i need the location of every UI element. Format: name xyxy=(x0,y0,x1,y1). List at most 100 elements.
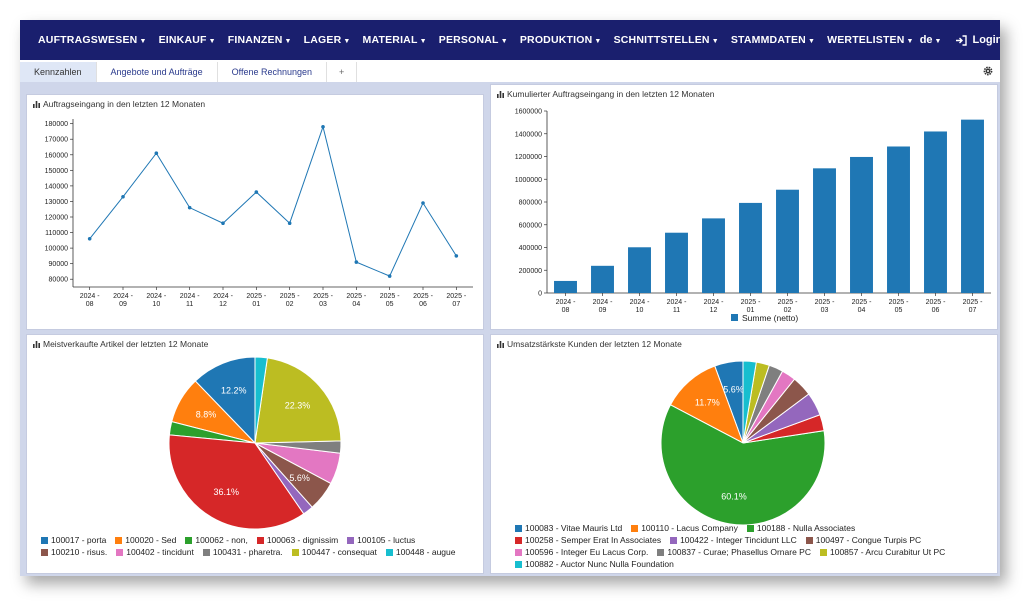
x-tick-label: 2025 - xyxy=(926,299,947,306)
legend-label: 100422 - Integer Tincidunt LLC xyxy=(680,535,797,545)
legend-label: 100020 - Sed xyxy=(125,535,177,545)
bar xyxy=(813,168,836,293)
data-point xyxy=(287,221,292,226)
x-tick-label: 02 xyxy=(784,307,792,314)
x-tick-label: 2025 - xyxy=(741,299,762,306)
tab-angebote[interactable]: Angebote und Aufträge xyxy=(97,62,218,82)
x-tick-label: 04 xyxy=(858,307,866,314)
caret-down-icon: ▼ xyxy=(419,38,427,45)
slice-label: 11.7% xyxy=(695,397,720,407)
slice-label: 8.8% xyxy=(196,409,217,419)
legend-item: 100017 - porta xyxy=(41,535,106,546)
legend-label: 100105 - luctus xyxy=(357,535,416,545)
legend-item: 100837 - Curae; Phasellus Ornare PC xyxy=(657,547,811,558)
bar xyxy=(554,280,577,293)
legend-swatch xyxy=(731,314,738,321)
pie-chart-artikel: 12.2% 8.8% 36.1% 5.6% 22.3% xyxy=(168,356,342,530)
slice-label: 22.3% xyxy=(285,400,311,410)
legend-item: 100258 - Semper Erat In Associates xyxy=(515,535,661,546)
login-icon xyxy=(956,34,968,46)
menu-wertelisten[interactable]: WERTELISTEN ▼ xyxy=(821,34,920,46)
menu-auftragswesen[interactable]: AUFTRAGSWESEN ▼ xyxy=(32,34,153,46)
add-tab-button[interactable]: + xyxy=(327,62,358,82)
legend-item: 100020 - Sed xyxy=(115,535,176,546)
data-point xyxy=(454,254,459,258)
menu-label: PRODUKTION xyxy=(519,34,593,46)
x-tick-label: 2025 - xyxy=(852,299,873,306)
legend-swatch xyxy=(670,537,678,544)
caret-down-icon: ▼ xyxy=(208,38,216,45)
x-tick-label: 2025 - xyxy=(313,293,334,300)
y-tick-label: 90000 xyxy=(49,261,69,268)
bar xyxy=(961,119,984,293)
menu-einkauf[interactable]: EINKAUF ▼ xyxy=(153,34,222,46)
x-tick-label: 01 xyxy=(747,307,755,314)
legend-label: 100402 - tincidunt xyxy=(126,547,194,557)
x-tick-label: 06 xyxy=(932,307,940,314)
legend-item: 100422 - Integer Tincidunt LLC xyxy=(670,535,797,546)
legend-swatch xyxy=(819,549,827,556)
panel-title: Umsatzstärkste Kunden der letzten 12 Mon… xyxy=(497,339,682,349)
legend-swatch xyxy=(805,537,813,544)
y-tick-label: 140000 xyxy=(45,183,68,190)
panel-umsatzstaerkste-kunden: Umsatzstärkste Kunden der letzten 12 Mon… xyxy=(490,334,998,574)
y-tick-label: 0 xyxy=(538,291,542,298)
legend-swatch xyxy=(657,549,665,556)
slice-label: 12.2% xyxy=(221,385,247,395)
x-tick-label: 05 xyxy=(895,307,903,314)
pie-slice xyxy=(254,356,268,444)
tab-offene-rechnungen[interactable]: Offene Rechnungen xyxy=(218,62,328,82)
y-tick-label: 160000 xyxy=(45,152,68,159)
x-tick-label: 2025 - xyxy=(778,299,799,306)
legend-item: 100857 - Arcu Curabitur Ut PC xyxy=(819,547,945,558)
x-tick-label: 09 xyxy=(599,307,607,314)
menu-label: WERTELISTEN xyxy=(827,34,905,46)
menu-lager[interactable]: LAGER ▼ xyxy=(298,34,357,46)
pie-slice xyxy=(742,360,757,444)
x-tick-label: 2024 - xyxy=(593,299,614,306)
login-button[interactable]: Login xyxy=(955,34,1000,46)
legend-swatch xyxy=(115,537,123,544)
x-tick-label: 03 xyxy=(821,307,829,314)
caret-down-icon: ▼ xyxy=(807,38,816,45)
menu-stammdaten[interactable]: STAMMDATEN ▼ xyxy=(725,34,821,46)
y-tick-label: 800000 xyxy=(519,200,542,207)
panel-title: Meistverkaufte Artikel der letzten 12 Mo… xyxy=(33,339,208,349)
legend-label: 100062 - non, xyxy=(195,535,248,545)
gear-icon[interactable] xyxy=(982,65,994,77)
menu-label: MATERIAL xyxy=(362,34,418,46)
menu-label: FINANZEN xyxy=(227,34,283,46)
bar-chart-icon xyxy=(33,340,40,348)
menu-material[interactable]: MATERIAL ▼ xyxy=(357,34,433,46)
legend-swatch xyxy=(41,549,48,556)
x-tick-label: 2024 - xyxy=(180,293,201,300)
legend-item: 100431 - pharetra. xyxy=(202,547,283,558)
panel-title: Auftragseingang in den letzten 12 Monate… xyxy=(33,99,205,109)
menu-label: PERSONAL xyxy=(438,34,499,46)
legend-item: 100497 - Congue Turpis PC xyxy=(805,535,921,546)
x-tick-label: 07 xyxy=(969,307,977,314)
menu-produktion[interactable]: PRODUKTION ▼ xyxy=(514,34,608,46)
x-tick-label: 2024 - xyxy=(667,299,688,306)
data-point xyxy=(87,236,92,241)
caret-down-icon: ▼ xyxy=(284,38,292,45)
menu-personal[interactable]: PERSONAL ▼ xyxy=(433,34,514,46)
x-tick-label: 06 xyxy=(419,301,427,308)
menu-schnittstellen[interactable]: SCHNITTSTELLEN ▼ xyxy=(608,34,725,46)
y-tick-label: 600000 xyxy=(519,222,542,229)
legend-item: 100447 - consequat xyxy=(291,547,377,558)
legend-label: 100596 - Integer Eu Lacus Corp. xyxy=(525,547,649,557)
legend-swatch xyxy=(202,549,210,556)
tab-kennzahlen[interactable]: Kennzahlen xyxy=(20,62,97,82)
legend-kunden: 100083 - Vitae Mauris Ltd 100110 - Lacus … xyxy=(515,523,985,571)
x-tick-label: 2025 - xyxy=(815,299,836,306)
panel-meistverkaufte-artikel: Meistverkaufte Artikel der letzten 12 Mo… xyxy=(26,334,484,574)
x-tick-label: 2025 - xyxy=(963,299,984,306)
x-tick-label: 2025 - xyxy=(413,293,434,300)
legend-swatch xyxy=(515,549,522,556)
x-tick-label: 2025 - xyxy=(446,293,467,300)
menu-finanzen[interactable]: FINANZEN ▼ xyxy=(222,34,298,46)
menu-label: SCHNITTSTELLEN xyxy=(613,34,710,46)
language-select[interactable]: de ▼ xyxy=(920,34,942,46)
bar-chart-icon xyxy=(33,100,40,108)
